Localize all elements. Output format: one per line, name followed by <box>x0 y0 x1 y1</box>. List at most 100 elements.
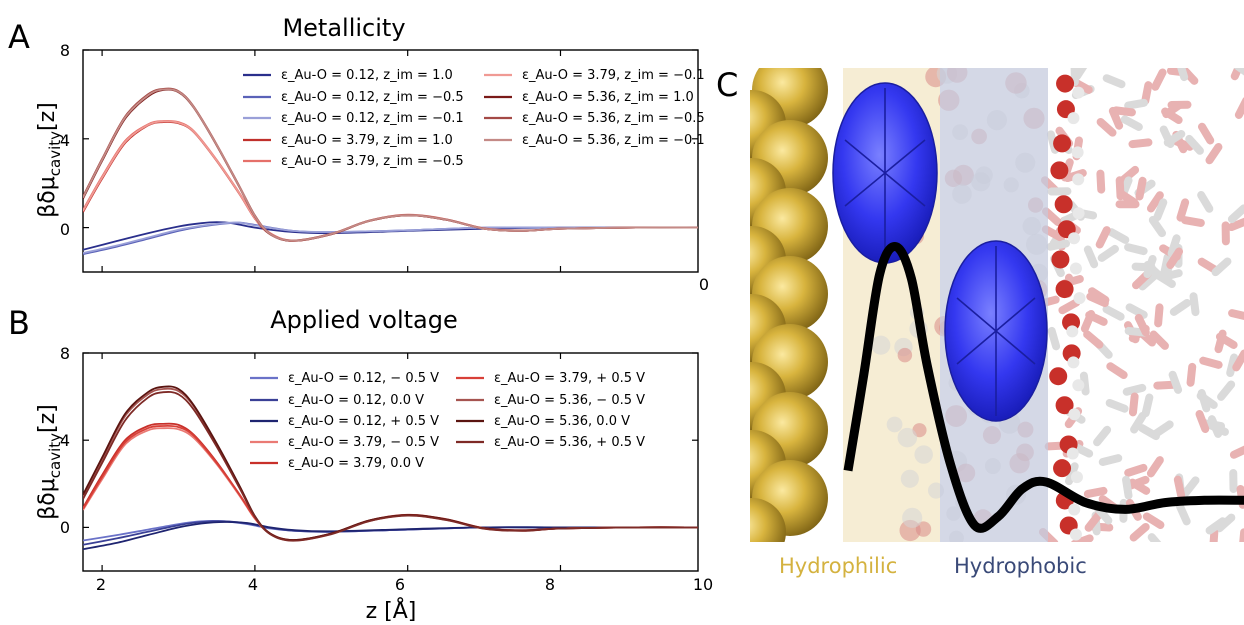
chart-b-legend-label-2: ε_Au-O = 0.12, + 0.5 V <box>288 414 439 429</box>
water-molecule <box>1084 511 1103 532</box>
chart-b-ytick-8: 8 <box>60 344 70 363</box>
interfacial-water-molecule <box>886 416 903 433</box>
interfacial-water-molecule <box>902 507 923 528</box>
water-molecule <box>1151 68 1167 91</box>
water-molecule <box>1167 234 1181 258</box>
chart-a-series-line-2 <box>83 221 698 254</box>
water-molecule <box>1148 216 1167 238</box>
hydrophobic-label: Hydrophobic <box>954 554 1087 578</box>
water-molecule <box>1118 165 1140 185</box>
oxygen-atom <box>1053 134 1072 153</box>
panel-letter-c: C <box>716 66 738 104</box>
water-molecule <box>1095 226 1111 249</box>
water-molecule <box>1106 362 1128 379</box>
water-molecule <box>1083 330 1104 349</box>
interfacial-water-molecule <box>897 347 913 363</box>
oxygen-atom <box>1051 250 1070 269</box>
hydrogen-atom <box>1070 471 1083 484</box>
oxygen-atom <box>1049 367 1068 386</box>
water-molecule <box>1207 415 1223 438</box>
water-molecule <box>1105 398 1129 413</box>
chart-a-ytick-0: 0 <box>60 220 70 239</box>
oxygen-atom <box>1056 74 1075 93</box>
oxygen-atom <box>1053 459 1072 478</box>
water-molecule <box>1146 456 1164 478</box>
water-molecule <box>1169 298 1192 316</box>
water-molecule <box>1126 475 1150 490</box>
gold-atom <box>750 498 786 542</box>
gold-electrode <box>750 68 828 542</box>
hydrogen-atom <box>1069 528 1082 541</box>
water-molecule <box>1205 142 1223 165</box>
water-molecule <box>1143 254 1157 279</box>
water-molecule <box>1085 311 1108 326</box>
water-molecule <box>1175 68 1189 82</box>
chart-b-ylabel: βδμcavity[z] <box>35 404 64 519</box>
hydrogen-atom <box>1067 112 1080 125</box>
hydrogen-atom <box>1068 232 1081 245</box>
water-molecule <box>1122 475 1133 500</box>
water-molecule <box>1227 217 1244 232</box>
water-molecule <box>1166 247 1184 269</box>
hydrogen-atom <box>1072 379 1085 392</box>
water-molecule <box>1189 292 1200 317</box>
free-energy-profile <box>843 242 1244 533</box>
interfacial-water-molecule <box>900 469 919 488</box>
water-molecule <box>1135 176 1147 201</box>
hydrophilic-label: Hydrophilic <box>779 554 897 578</box>
water-molecule <box>1129 522 1150 542</box>
chart-b-series-line-2 <box>83 521 698 551</box>
hydrogen-atom <box>1073 292 1086 305</box>
interfacial-water-molecule <box>871 335 891 355</box>
chart-a-ytick-4: 4 <box>60 131 70 150</box>
chart-b-xtick-2: 2 <box>96 575 106 594</box>
chart-a-legend-label-7: ε_Au-O = 5.36, z_im = −0.5 <box>522 111 705 126</box>
water-molecule <box>1195 410 1210 433</box>
water-molecule <box>1124 243 1148 256</box>
chart-b-xtick-4: 4 <box>248 575 258 594</box>
water-molecule <box>1146 191 1164 213</box>
water-molecule <box>1238 528 1244 542</box>
water-molecule <box>1159 269 1183 282</box>
water-molecule <box>1096 169 1106 194</box>
water-molecule <box>1097 244 1119 262</box>
hydrogen-atom <box>1068 503 1081 516</box>
hydrogen-atom <box>1068 408 1081 421</box>
water-molecule <box>1161 107 1183 124</box>
chart-b-legend-label-6: ε_Au-O = 5.36, − 0.5 V <box>494 393 645 408</box>
chart-b-series-line-8 <box>83 391 698 542</box>
chart-b-legend-label-7: ε_Au-O = 5.36, 0.0 V <box>494 414 630 429</box>
chart-b-xtick-6: 6 <box>395 575 405 594</box>
chart-b-legend: ε_Au-O = 0.12, − 0.5 V ε_Au-O = 0.12, 0.0… <box>250 371 645 471</box>
water-molecule <box>1125 303 1148 319</box>
chart-b-xtick-10: 10 <box>693 575 713 594</box>
chart-a-legend-label-3: ε_Au-O = 3.79, z_im = 1.0 <box>281 133 453 148</box>
chart-a-legend: ε_Au-O = 0.12, z_im = 1.0 ε_Au-O = 0.12, … <box>243 68 705 169</box>
water-molecule <box>1209 528 1219 542</box>
chart-b-series <box>83 385 698 551</box>
water-molecule <box>1199 356 1223 369</box>
water-molecule <box>1205 517 1227 535</box>
water-molecule <box>1134 313 1150 337</box>
water-molecule <box>1176 198 1190 222</box>
water-molecule <box>1138 271 1159 291</box>
water-molecule <box>1047 187 1072 196</box>
water-molecule <box>1229 443 1244 459</box>
water-molecule <box>1128 392 1139 417</box>
cavity-ellipsoid-lower <box>944 240 1048 422</box>
water-molecule <box>1153 198 1168 222</box>
oxygen-atom <box>1054 195 1073 214</box>
chart-a-legend-label-8: ε_Au-O = 5.36, z_im = −0.1 <box>522 133 705 148</box>
water-molecule <box>1107 228 1130 244</box>
water-molecule <box>1130 411 1147 434</box>
water-molecule <box>1124 98 1148 110</box>
cavity-ellipsoid-upper <box>832 82 938 264</box>
water-molecule <box>1141 393 1154 418</box>
water-molecule <box>1120 115 1143 131</box>
water-molecule <box>1152 420 1174 438</box>
water-molecule <box>1095 542 1120 552</box>
hydrogen-atom <box>1067 356 1080 369</box>
water-molecule <box>1211 257 1232 277</box>
chart-a-legend-label-0: ε_Au-O = 0.12, z_im = 1.0 <box>281 68 453 83</box>
